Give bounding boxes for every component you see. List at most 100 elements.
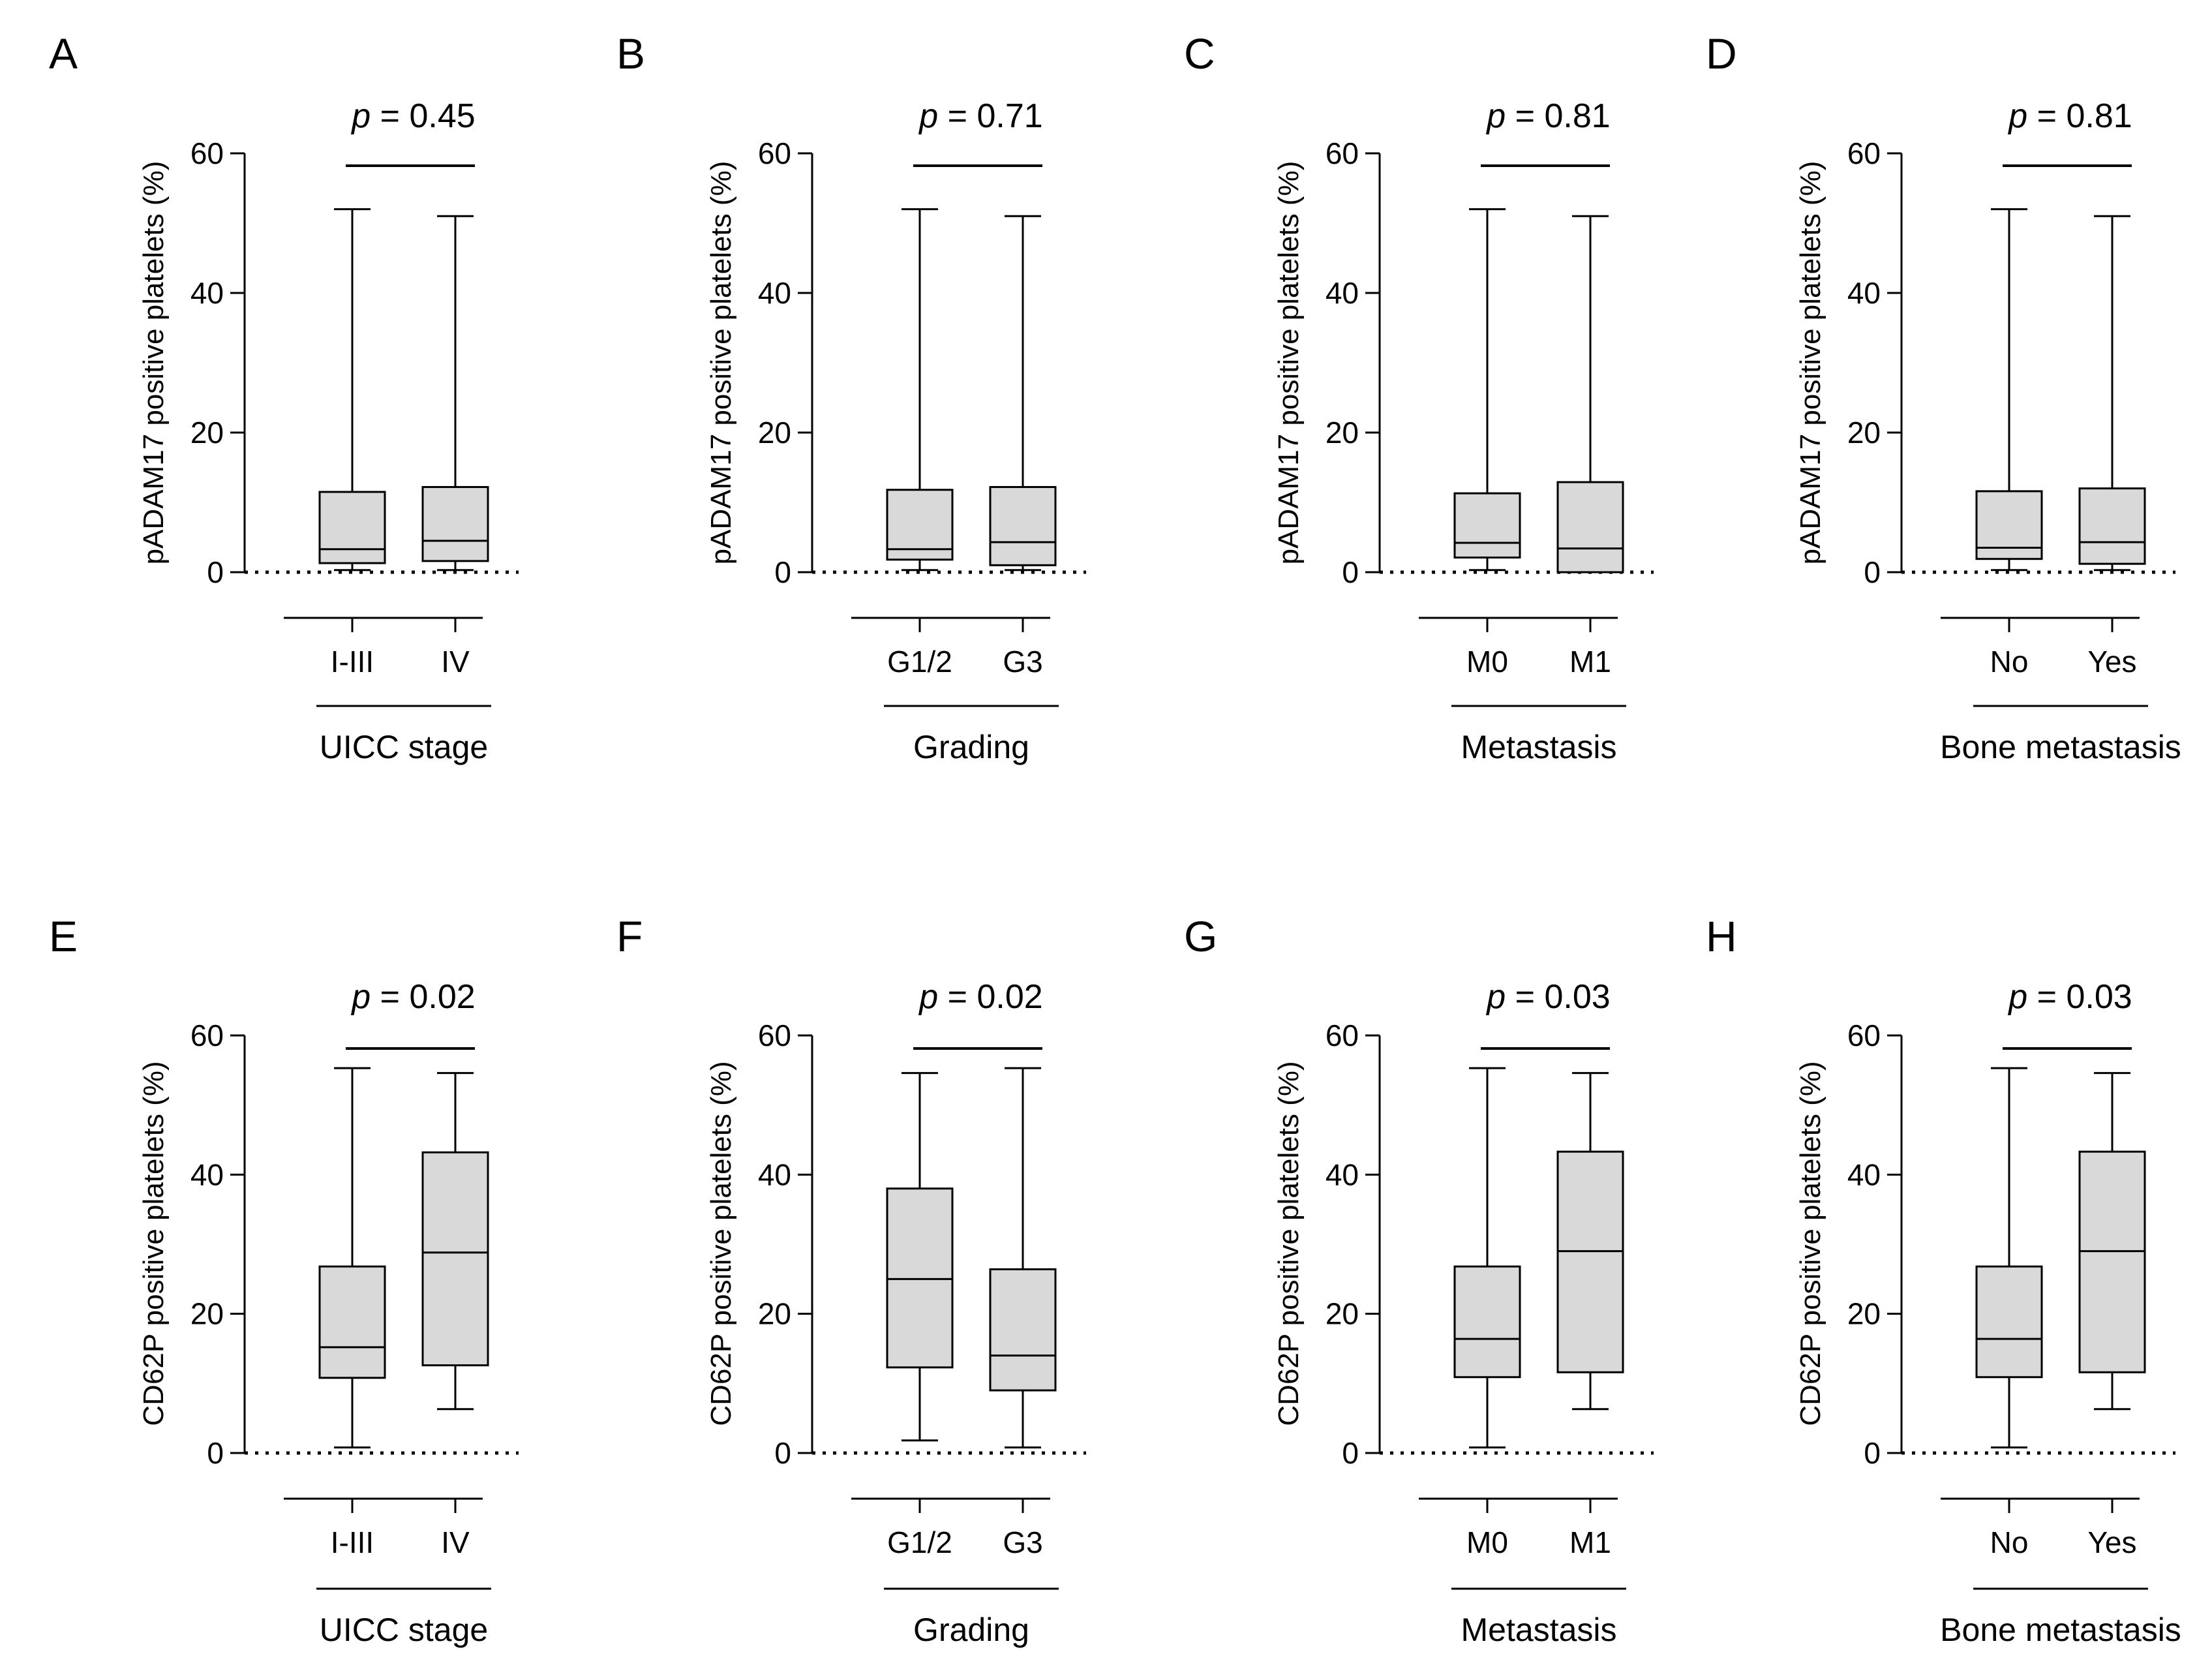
- group-label: UICC stage: [320, 1612, 488, 1648]
- p-value: = 0.03: [2027, 978, 2132, 1016]
- y-tick-label: 20: [1847, 1297, 1881, 1331]
- panel-letter: F: [616, 912, 643, 960]
- category-label: G3: [1003, 645, 1042, 679]
- iqr-box: [421, 1151, 489, 1367]
- p-value: = 0.81: [1506, 97, 1610, 135]
- category-label: No: [1990, 645, 2029, 679]
- p-value-label: p = 0.03: [1485, 978, 1610, 1016]
- box-1: [1975, 208, 2043, 572]
- group-label: Metastasis: [1461, 1612, 1617, 1648]
- iqr-box: [2078, 487, 2146, 565]
- p-value: = 0.81: [2027, 97, 2132, 135]
- p-symbol: p: [918, 97, 938, 135]
- p-value-label: p = 0.02: [350, 978, 475, 1016]
- p-symbol: p: [2007, 978, 2027, 1016]
- group-label: Grading: [913, 1612, 1029, 1648]
- iqr-box: [886, 489, 954, 561]
- category-label: Yes: [2087, 1525, 2136, 1559]
- iqr-box: [1975, 1265, 2043, 1379]
- panel-h: H CD62P positive platelets (%) 0 20 40 60 No Ye…: [1706, 912, 2181, 1648]
- p-symbol: p: [1485, 978, 1506, 1016]
- y-axis-label: pADAM17 positive platelets (%): [705, 161, 737, 565]
- box-2: [2078, 1072, 2146, 1411]
- y-tick-label: 20: [758, 416, 791, 450]
- y-tick-label: 60: [190, 1018, 224, 1052]
- p-symbol: p: [918, 978, 938, 1016]
- y-axis-label: pADAM17 positive platelets (%): [1273, 161, 1305, 565]
- box-1: [318, 208, 386, 572]
- p-value-label: p = 0.81: [2007, 97, 2132, 135]
- iqr-box: [421, 485, 489, 562]
- y-tick-label: 0: [774, 1436, 791, 1470]
- box-1: [1453, 1067, 1521, 1448]
- p-value: = 0.45: [371, 97, 475, 135]
- y-tick-label: 0: [1864, 1436, 1881, 1470]
- box-2: [2078, 215, 2146, 572]
- group-label: UICC stage: [320, 729, 488, 765]
- category-label: I-III: [331, 1525, 374, 1559]
- group-label: Bone metastasis: [1940, 729, 2181, 765]
- box-1: [886, 208, 954, 572]
- y-tick-label: 40: [1326, 276, 1359, 310]
- p-value-label: p = 0.71: [918, 97, 1042, 135]
- iqr-box: [1556, 481, 1624, 574]
- category-label: IV: [441, 645, 470, 679]
- p-value-label: p = 0.45: [350, 97, 475, 135]
- y-tick-label: 60: [1326, 1018, 1359, 1052]
- panel-g: G CD62P positive platelets (%) 0 20 40 60 M0 M1…: [1184, 912, 1654, 1648]
- category-label: I-III: [331, 645, 374, 679]
- panel-letter: E: [49, 912, 78, 960]
- group-label: Bone metastasis: [1940, 1612, 2181, 1648]
- y-tick-label: 40: [1847, 276, 1881, 310]
- iqr-box: [2078, 1150, 2146, 1373]
- iqr-box: [989, 485, 1057, 566]
- category-label: IV: [441, 1525, 470, 1559]
- y-axis-label: CD62P positive platelets (%): [138, 1061, 170, 1426]
- iqr-box: [989, 1268, 1057, 1392]
- y-tick-label: 0: [207, 555, 224, 589]
- p-value-label: p = 0.02: [918, 978, 1042, 1016]
- category-label: M0: [1466, 1525, 1508, 1559]
- y-tick-label: 60: [190, 136, 224, 170]
- iqr-box: [1453, 492, 1521, 559]
- y-tick-label: 40: [190, 1157, 224, 1191]
- y-tick-label: 60: [1847, 136, 1881, 170]
- p-value-label: p = 0.81: [1485, 97, 1610, 135]
- panel-letter: H: [1706, 912, 1737, 960]
- box-2: [421, 215, 489, 572]
- y-tick-label: 20: [190, 1297, 224, 1331]
- box-2: [1556, 1072, 1624, 1411]
- p-symbol: p: [350, 978, 371, 1016]
- y-tick-label: 60: [758, 1018, 791, 1052]
- y-tick-label: 20: [758, 1297, 791, 1331]
- y-tick-label: 0: [207, 1436, 224, 1470]
- panel-letter: D: [1706, 29, 1737, 78]
- y-tick-label: 0: [774, 555, 791, 589]
- y-tick-label: 20: [1326, 416, 1359, 450]
- y-tick-label: 20: [1326, 1297, 1359, 1331]
- y-tick-label: 20: [190, 416, 224, 450]
- category-label: G3: [1003, 1525, 1042, 1559]
- panel-letter: A: [49, 29, 78, 78]
- box-2: [421, 1072, 489, 1411]
- y-tick-label: 40: [1326, 1157, 1359, 1191]
- y-axis-label: CD62P positive platelets (%): [1795, 1061, 1826, 1426]
- y-tick-label: 40: [758, 276, 791, 310]
- p-value-label: p = 0.03: [2007, 978, 2132, 1016]
- y-axis-label: CD62P positive platelets (%): [1273, 1061, 1305, 1426]
- y-axis-label: pADAM17 positive platelets (%): [1795, 161, 1826, 565]
- p-value: = 0.71: [938, 97, 1042, 135]
- box-1: [1453, 208, 1521, 572]
- category-label: No: [1990, 1525, 2029, 1559]
- y-tick-label: 60: [1847, 1018, 1881, 1052]
- panel-letter: B: [616, 29, 645, 78]
- category-label: Yes: [2087, 645, 2136, 679]
- iqr-box: [318, 1265, 386, 1379]
- y-tick-label: 0: [1342, 1436, 1359, 1470]
- category-label: M1: [1569, 1525, 1611, 1559]
- panel-letter: C: [1184, 29, 1215, 78]
